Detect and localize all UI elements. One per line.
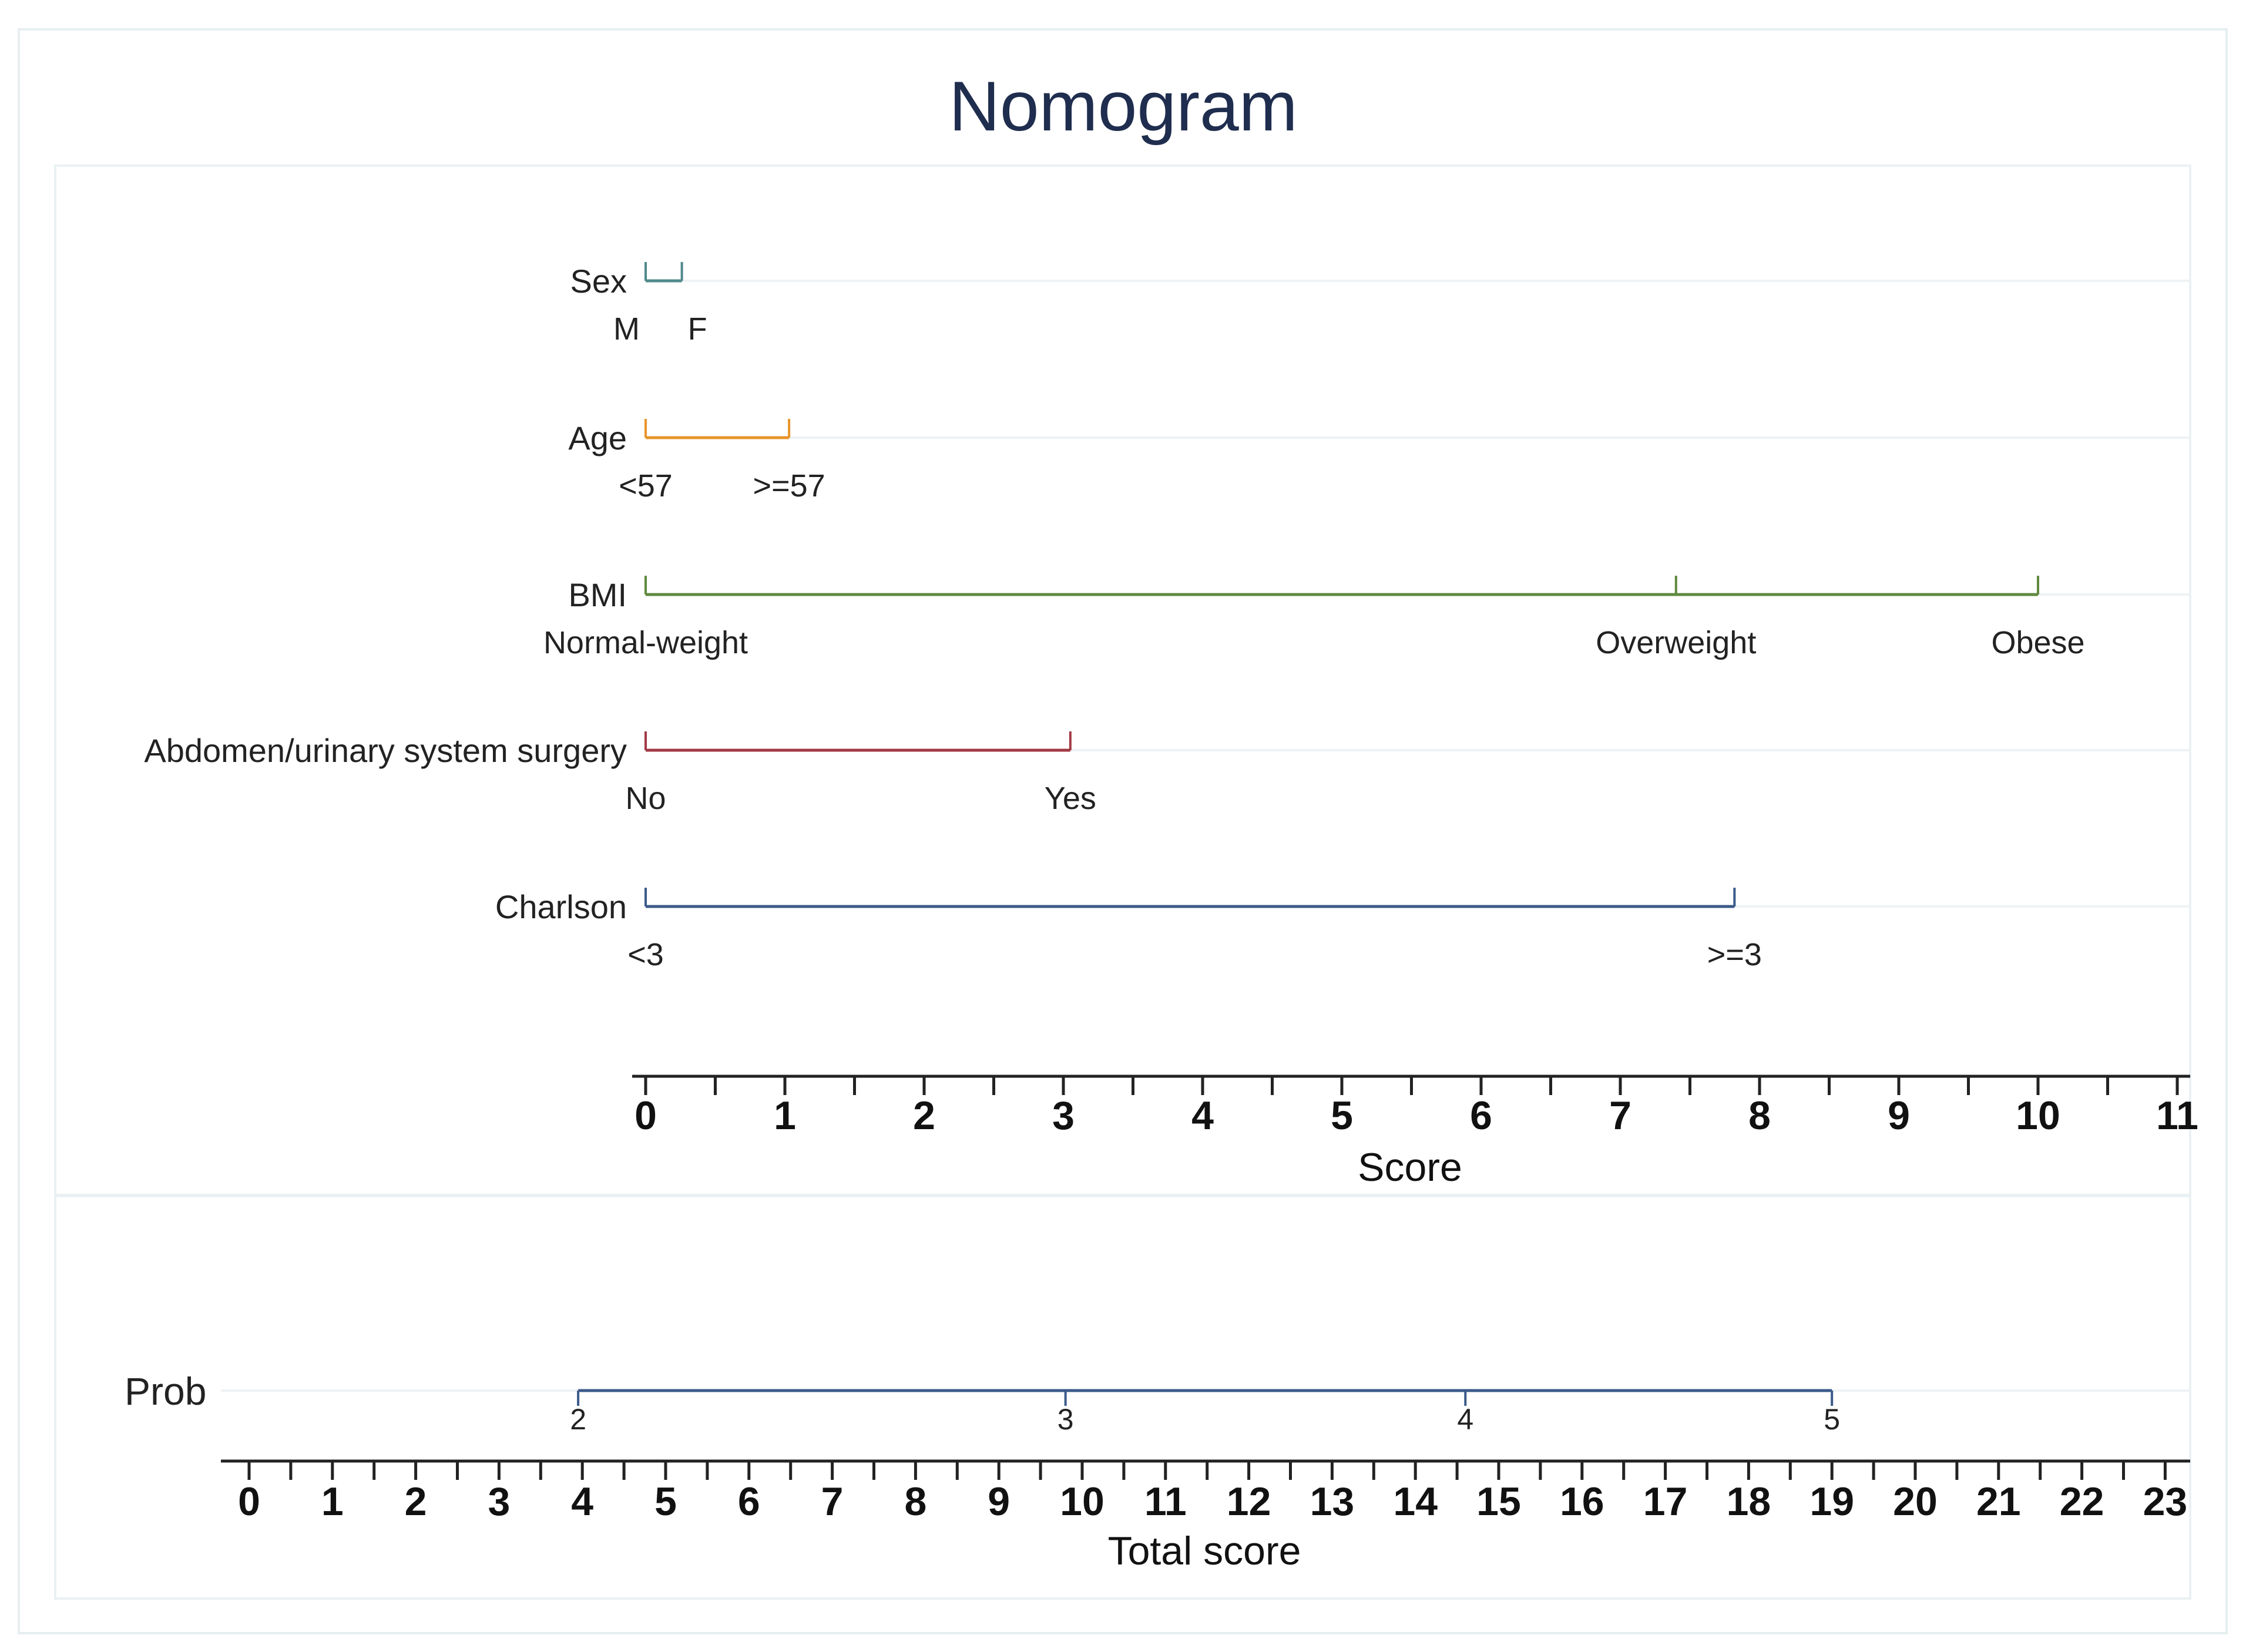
score-tick-label: 3 xyxy=(1052,1093,1075,1138)
total-tick-label: 14 xyxy=(1393,1479,1438,1524)
level-label-abdomen-urinary-system-surgery-0: No xyxy=(625,781,666,816)
total-tick-label: 22 xyxy=(2060,1479,2104,1524)
score-tick-label: 6 xyxy=(1470,1093,1492,1138)
prob-tick-label: 2 xyxy=(570,1403,586,1436)
variable-label-sex: Sex xyxy=(570,263,627,300)
total-tick-label: 4 xyxy=(571,1479,593,1524)
total-tick-label: 18 xyxy=(1727,1479,1771,1524)
score-tick-label: 0 xyxy=(634,1093,657,1138)
total-tick-label: 15 xyxy=(1476,1479,1521,1524)
score-tick-label: 5 xyxy=(1331,1093,1353,1138)
total-tick-label: 2 xyxy=(405,1479,427,1524)
outer-frame xyxy=(18,28,2228,1634)
level-label-charlson-0: <3 xyxy=(627,937,664,972)
total-tick-label: 3 xyxy=(488,1479,510,1524)
lower-panel xyxy=(54,1195,2191,1600)
score-tick-label: 1 xyxy=(774,1093,796,1138)
prob-tick-label: 4 xyxy=(1457,1403,1473,1436)
prob-row: Prob 2 3 4 5 xyxy=(125,1369,2190,1436)
score-tick-label: 11 xyxy=(2156,1093,2198,1138)
total-tick-label: 12 xyxy=(1227,1479,1271,1524)
total-tick-label: 16 xyxy=(1560,1479,1604,1524)
total-tick-label: 0 xyxy=(238,1479,260,1524)
level-label-bmi-1: Overweight xyxy=(1596,625,1756,660)
level-label-abdomen-urinary-system-surgery-1: Yes xyxy=(1045,781,1096,816)
prob-label: Prob xyxy=(125,1369,206,1413)
level-label-bmi-2: Obese xyxy=(1991,625,2084,660)
level-label-charlson-1: >=3 xyxy=(1707,937,1762,972)
total-tick-label: 21 xyxy=(1976,1479,2021,1524)
prob-tick-label: 5 xyxy=(1824,1403,1840,1436)
variable-label-abdomen-urinary-system-surgery: Abdomen/urinary system surgery xyxy=(144,732,627,769)
total-tick-label: 8 xyxy=(904,1479,926,1524)
level-label-sex-1: F xyxy=(688,311,707,347)
score-axis-label: Score xyxy=(1358,1145,1462,1190)
variable-rows: Sex M F Age <57 >=57 BMI Normal-weight Overweigh… xyxy=(144,262,2190,972)
score-axis: 0 1 2 3 4 5 6 7 8 9 10 11 xyxy=(632,1075,2198,1138)
score-tick-label: 4 xyxy=(1191,1093,1214,1138)
level-label-age-1: >=57 xyxy=(753,468,825,503)
total-tick-label: 13 xyxy=(1310,1479,1355,1524)
variable-label-bmi: BMI xyxy=(568,576,627,613)
total-tick-label: 17 xyxy=(1643,1479,1688,1524)
total-tick-label: 23 xyxy=(2143,1479,2188,1524)
total-score-axis: 0 1 2 3 4 5 6 7 8 9 10 11 12 13 14 15 16 17 18 19 20 21 22 23 xyxy=(221,1459,2190,1524)
score-tick-label: 8 xyxy=(1748,1093,1771,1138)
total-tick-label: 7 xyxy=(821,1479,844,1524)
variable-label-age: Age xyxy=(568,419,627,456)
chart-title: Nomogram xyxy=(949,67,1298,146)
total-axis-label: Total score xyxy=(1108,1529,1301,1573)
total-tick-label: 6 xyxy=(738,1479,760,1524)
variable-label-charlson: Charlson xyxy=(495,888,627,925)
score-tick-label: 9 xyxy=(1888,1093,1910,1138)
score-tick-label: 10 xyxy=(2016,1093,2060,1138)
total-tick-label: 5 xyxy=(654,1479,677,1524)
level-label-age-0: <57 xyxy=(619,468,673,503)
total-tick-label: 11 xyxy=(1144,1479,1187,1524)
level-label-sex-0: M xyxy=(613,311,640,347)
total-tick-label: 1 xyxy=(321,1479,344,1524)
total-tick-label: 9 xyxy=(988,1479,1010,1524)
total-tick-label: 19 xyxy=(1809,1479,1854,1524)
score-tick-label: 7 xyxy=(1609,1093,1631,1138)
total-tick-label: 10 xyxy=(1060,1479,1104,1524)
total-tick-label: 20 xyxy=(1893,1479,1938,1524)
prob-tick-label: 3 xyxy=(1057,1403,1074,1436)
score-tick-label: 2 xyxy=(913,1093,935,1138)
level-label-bmi-0: Normal-weight xyxy=(543,625,748,660)
